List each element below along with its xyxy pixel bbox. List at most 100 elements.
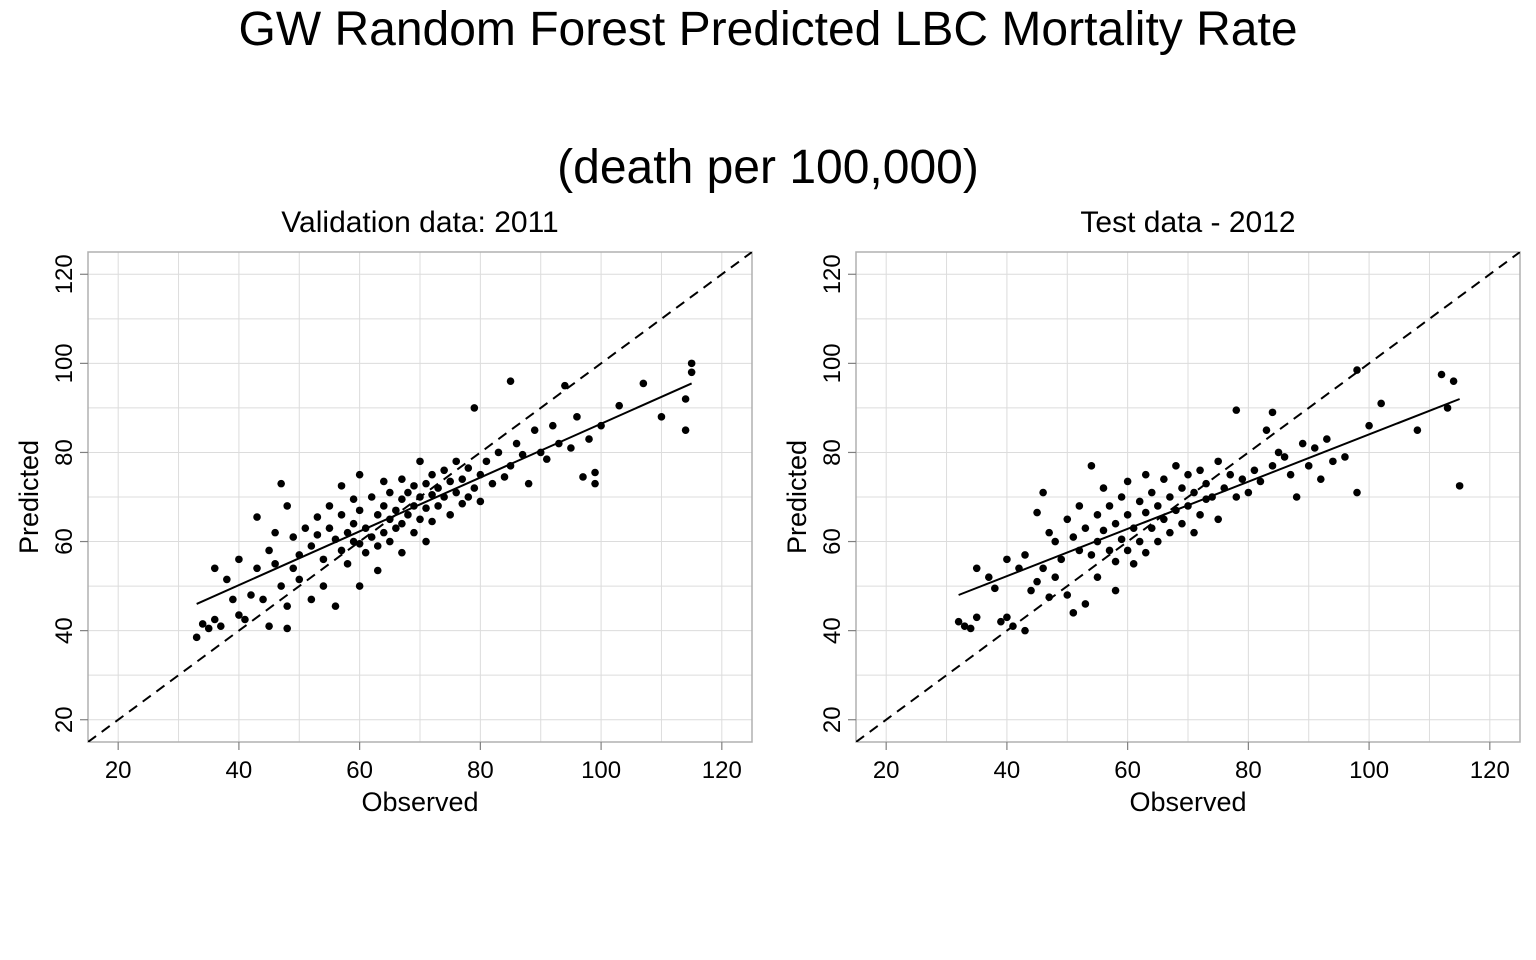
x-tick-label: 40 — [226, 757, 253, 784]
scatter-point — [1129, 560, 1138, 568]
scatter-point — [1111, 586, 1120, 595]
scatter-point — [1051, 537, 1059, 546]
y-tick-label: 120 — [51, 254, 78, 294]
scatter-point — [247, 591, 255, 599]
scatter-point — [1123, 477, 1132, 486]
y-tick-label: 80 — [819, 439, 846, 466]
scatter-point — [1154, 537, 1162, 546]
scatter-point — [1353, 488, 1361, 497]
scatter-point — [283, 502, 292, 510]
scatter-point — [1190, 488, 1198, 497]
scatter-point — [404, 488, 412, 497]
scatter-point — [410, 482, 418, 490]
scatter-point — [1075, 502, 1084, 510]
scatter-point — [307, 542, 316, 550]
scatter-point — [476, 497, 485, 506]
scatter-point — [373, 511, 382, 519]
x-tick-label: 120 — [702, 757, 742, 784]
scatter-point — [1329, 457, 1337, 466]
scatter-point — [1323, 435, 1331, 443]
scatter-point — [349, 495, 358, 504]
scatter-point — [198, 620, 207, 628]
scatter-point — [488, 479, 497, 488]
scatter-point — [1117, 493, 1126, 501]
scatter-point — [289, 564, 298, 573]
scatter-point — [379, 528, 388, 537]
scatter-point — [1184, 470, 1192, 479]
scatter-point — [567, 444, 575, 452]
scatter-point — [1087, 462, 1096, 470]
scatter-point — [349, 519, 358, 528]
scatter-point — [1123, 546, 1132, 555]
y-tick-label: 20 — [51, 706, 78, 733]
scatter-point — [373, 542, 382, 550]
x-tick-label: 20 — [105, 757, 132, 784]
scatter-point — [1449, 377, 1458, 385]
y-tick-label: 80 — [51, 439, 78, 466]
scatter-point — [1105, 502, 1114, 510]
scatter-point — [398, 548, 406, 557]
scatter-point — [446, 477, 454, 486]
scatter-point — [681, 426, 690, 434]
scatter-point — [530, 426, 539, 434]
y-axis-label: Predicted — [14, 440, 44, 554]
scatter-point — [1009, 622, 1017, 630]
scatter-point — [295, 575, 304, 584]
panel-title: Validation data: 2011 — [281, 206, 558, 239]
scatter-point — [271, 528, 279, 537]
scatter-point — [1154, 502, 1162, 510]
scatter-point — [591, 468, 599, 477]
scatter-point — [960, 622, 969, 630]
scatter-point — [1353, 366, 1361, 374]
scatter-point — [313, 531, 322, 539]
scatter-point — [379, 477, 388, 486]
scatter-point — [367, 533, 376, 541]
y-tick-label: 40 — [51, 617, 78, 644]
scatter-point — [1172, 462, 1180, 470]
scatter-point — [464, 464, 473, 472]
scatter-point — [283, 602, 292, 610]
scatter-point — [355, 582, 364, 590]
scatter-point — [355, 539, 364, 548]
scatter-point — [1280, 453, 1289, 461]
scatter-point — [500, 473, 509, 481]
scatter-point — [392, 506, 400, 515]
scatter-point — [1377, 399, 1385, 408]
scatter-point — [1069, 533, 1078, 541]
scatter-point — [518, 450, 527, 459]
scatter-point — [452, 488, 461, 497]
scatter-point — [1147, 488, 1156, 497]
scatter-point — [1196, 511, 1204, 519]
data-layer — [856, 252, 1520, 742]
scatter-point — [259, 595, 267, 604]
scatter-panel-2: 20 40 60 80 100 120 20 40 60 80 100 120 Test data - … — [782, 206, 1521, 817]
scatter-point — [966, 624, 975, 633]
scatter-point — [549, 421, 557, 430]
x-tick-label: 60 — [346, 757, 373, 784]
y-tick-label: 120 — [819, 254, 846, 294]
scatter-point — [1141, 508, 1150, 517]
scatter-point — [319, 555, 328, 564]
scatter-point — [1178, 484, 1186, 492]
scatter-point — [1178, 519, 1186, 528]
scatter-point — [422, 537, 430, 546]
scatter-point — [1292, 493, 1301, 501]
scatter-point — [991, 584, 999, 593]
scatter-point — [422, 479, 430, 488]
scatter-point — [1021, 551, 1029, 559]
scatter-point — [331, 602, 340, 610]
x-tick-label: 80 — [1235, 757, 1262, 784]
scatter-point — [428, 490, 436, 499]
y-axis-label: Predicted — [782, 440, 812, 554]
scatter-point — [392, 524, 400, 532]
scatter-point — [319, 582, 328, 590]
scatter-panel-1: 20 40 60 80 100 120 20 40 60 80 100 120 Validation d… — [14, 206, 753, 817]
scatter-point — [428, 517, 436, 526]
scatter-point — [1226, 470, 1235, 479]
scatter-point — [579, 473, 587, 481]
scatter-point — [972, 564, 981, 573]
scatter-point — [542, 455, 551, 463]
scatter-point — [192, 633, 201, 642]
scatter-point — [1045, 593, 1053, 602]
